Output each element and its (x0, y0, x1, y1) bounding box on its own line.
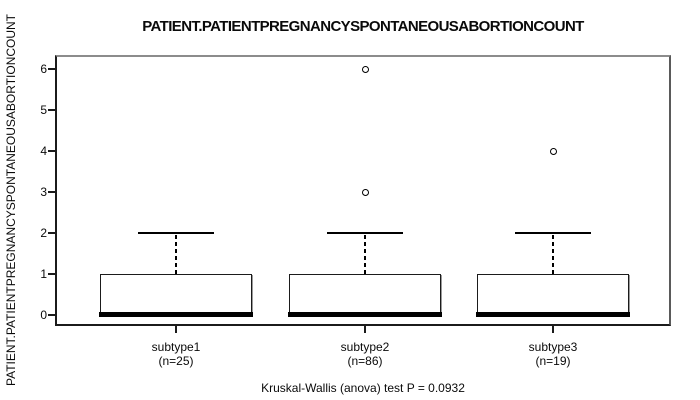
y-axis-tick (48, 68, 55, 70)
x-axis-tick (175, 326, 177, 333)
box-iqr (100, 274, 252, 315)
y-tick-label: 2 (40, 226, 47, 240)
outlier-point (361, 65, 369, 73)
x-category-n-label: (n=19) (535, 354, 571, 368)
y-tick-label: 5 (40, 103, 47, 117)
outlier-point (361, 188, 369, 196)
y-tick-label: 4 (40, 144, 47, 158)
chart-title: PATIENT.PATIENTPREGNANCYSPONTANEOUSABORT… (142, 18, 584, 35)
x-axis-tick (552, 326, 554, 333)
y-tick-label: 0 (40, 308, 47, 322)
y-axis-tick (48, 191, 55, 193)
median-line (288, 312, 442, 317)
whisker-line (364, 235, 366, 274)
y-axis-tick (48, 109, 55, 111)
y-tick-label: 3 (40, 185, 47, 199)
y-axis-tick (48, 273, 55, 275)
box-iqr (477, 274, 629, 315)
box-iqr (289, 274, 441, 315)
x-category-label: subtype3 (528, 340, 578, 354)
x-category-n-label: (n=86) (347, 354, 383, 368)
y-tick-label: 1 (40, 267, 47, 281)
y-axis-tick (48, 150, 55, 152)
whisker-cap (138, 232, 214, 234)
median-line (99, 312, 253, 317)
y-axis-label: PATIENT.PATIENTPREGNANCYSPONTANEOUSABORT… (4, 13, 18, 387)
x-category-label: subtype2 (340, 340, 390, 354)
median-line (476, 312, 630, 317)
y-axis-tick (48, 314, 55, 316)
y-tick-label: 6 (40, 62, 47, 76)
whisker-cap (327, 232, 403, 234)
x-category-n-label: (n=25) (158, 354, 194, 368)
outlier-point (549, 147, 557, 155)
whisker-line (552, 235, 554, 274)
x-axis-tick (364, 326, 366, 333)
stat-test-annotation: Kruskal-Wallis (anova) test P = 0.0932 (261, 381, 465, 395)
whisker-line (175, 235, 177, 274)
whisker-cap (515, 232, 591, 234)
x-category-label: subtype1 (151, 340, 201, 354)
y-axis-tick (48, 232, 55, 234)
